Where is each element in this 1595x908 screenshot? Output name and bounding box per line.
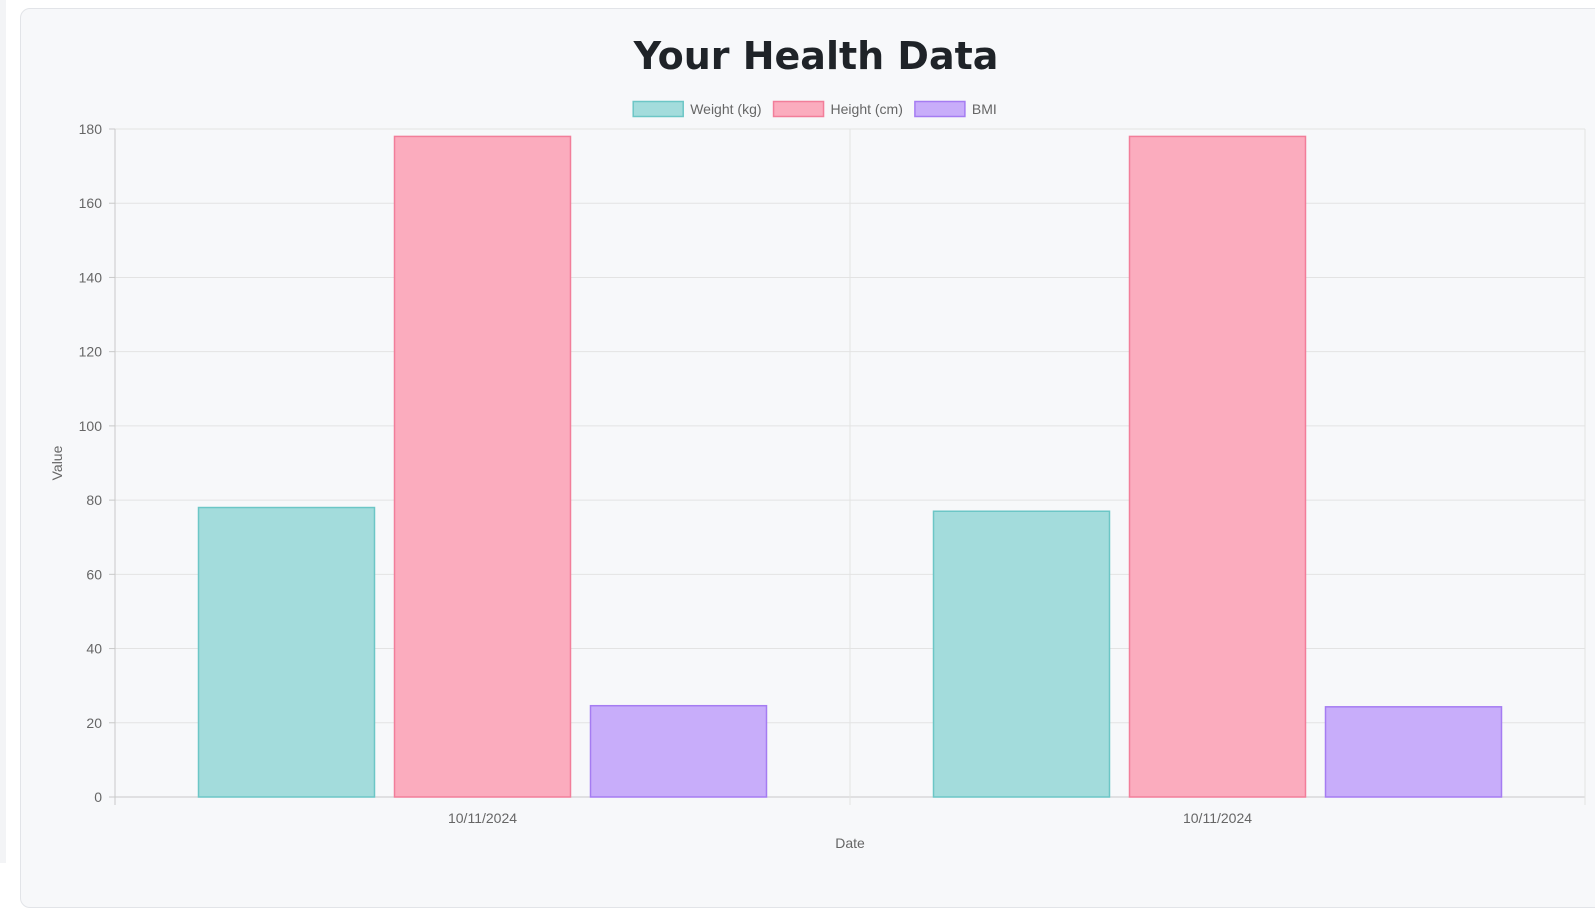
y-tick-label: 40 bbox=[86, 641, 102, 657]
y-tick-label: 160 bbox=[79, 195, 103, 211]
y-tick-label: 120 bbox=[79, 344, 103, 360]
y-tick-label: 180 bbox=[79, 121, 103, 137]
y-axis-title: Value bbox=[49, 445, 65, 480]
bar-height-cm bbox=[1128, 135, 1307, 798]
y-tick-label: 100 bbox=[79, 418, 103, 434]
x-tick-label: 10/11/2024 bbox=[448, 810, 517, 826]
bar-height-cm bbox=[393, 135, 572, 798]
y-tick-label: 140 bbox=[79, 269, 103, 285]
x-axis-title: Date bbox=[835, 835, 865, 851]
bar-bmi bbox=[1324, 706, 1503, 798]
legend-swatch bbox=[772, 100, 825, 118]
legend-swatch bbox=[914, 100, 966, 118]
y-tick-label: 80 bbox=[86, 492, 102, 508]
y-tick-label: 0 bbox=[94, 789, 102, 805]
x-tick-label: 10/11/2024 bbox=[1183, 810, 1252, 826]
bar-bmi bbox=[589, 704, 768, 798]
legend-swatch bbox=[632, 100, 684, 118]
page-left-strip bbox=[0, 0, 6, 863]
bar-weight-kg bbox=[197, 506, 376, 798]
legend-label: BMI bbox=[972, 101, 997, 117]
y-tick-label: 60 bbox=[86, 566, 102, 582]
bar-weight-kg bbox=[932, 510, 1111, 798]
y-tick-label: 20 bbox=[86, 715, 102, 731]
page-title: Your Health Data bbox=[633, 34, 999, 78]
legend-label: Weight (kg) bbox=[690, 101, 761, 117]
legend-label: Height (cm) bbox=[831, 101, 903, 117]
health-chart: 0 20 40 60 80 100 120 140 160 180 10/11/2024 10/11/… bbox=[49, 100, 1586, 851]
